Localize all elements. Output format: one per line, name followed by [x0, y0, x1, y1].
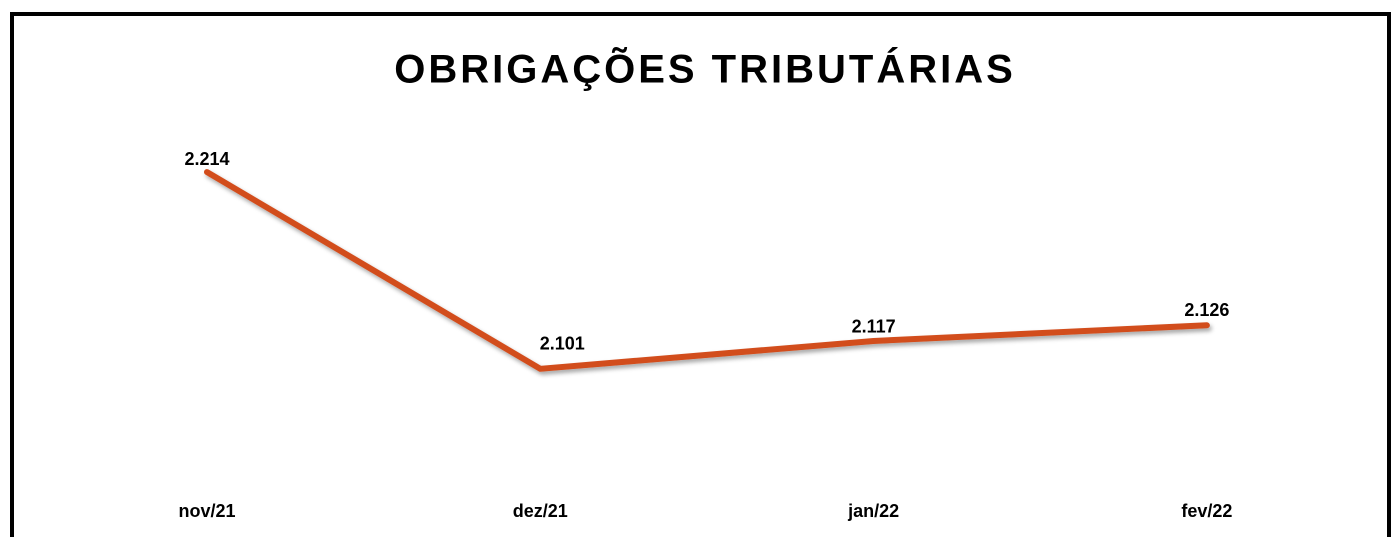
data-label: 2.117 — [852, 317, 896, 337]
chart-title: OBRIGAÇÕES TRIBUTÁRIAS — [394, 46, 1016, 92]
x-tick-label: jan/22 — [847, 501, 899, 521]
data-label: 2.126 — [1184, 300, 1229, 320]
x-tick-label: dez/21 — [513, 501, 568, 521]
data-line — [204, 169, 1210, 372]
chart-frame — [10, 12, 1391, 537]
x-tick-label: nov/21 — [178, 501, 235, 521]
data-label: 2.101 — [540, 334, 585, 354]
x-tick-label: fev/22 — [1181, 501, 1232, 521]
data-label: 2.214 — [184, 149, 229, 169]
